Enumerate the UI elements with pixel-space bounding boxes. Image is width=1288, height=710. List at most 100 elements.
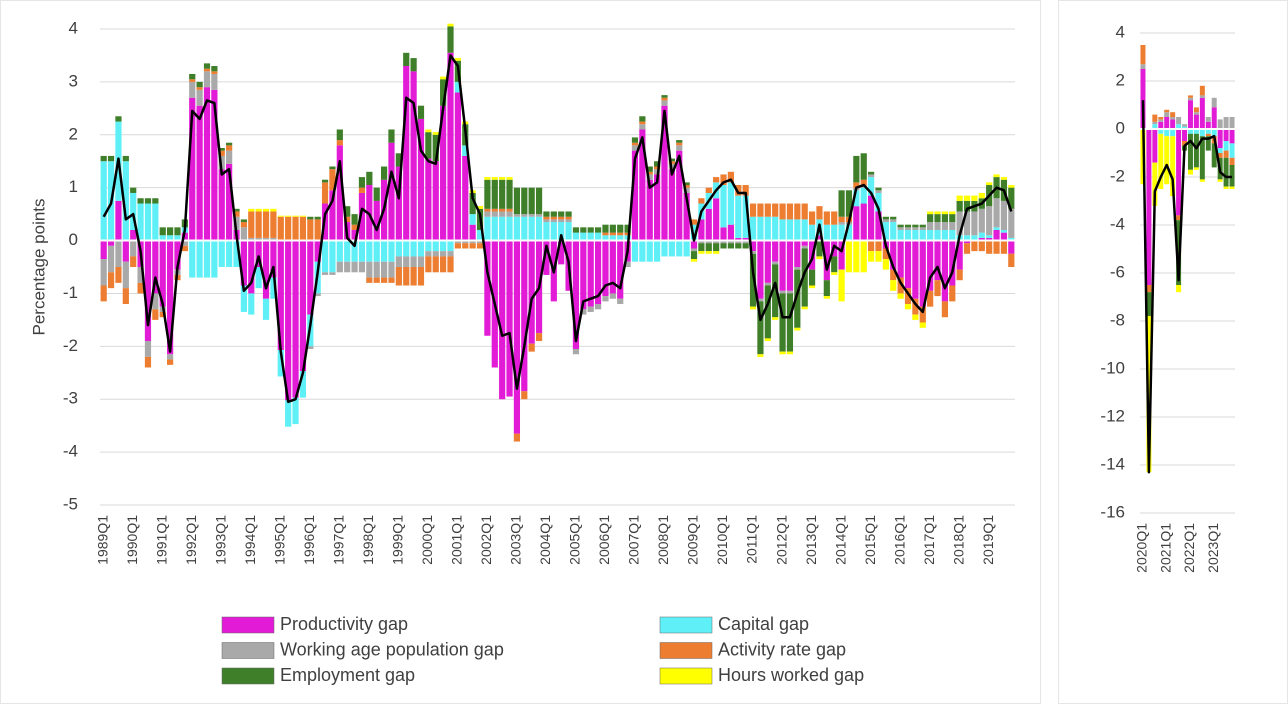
bar-segment — [654, 166, 661, 170]
bar-segment — [639, 129, 646, 241]
bar-segment — [1000, 200, 1008, 230]
bar-segment — [919, 322, 926, 328]
bar-segment — [344, 240, 351, 262]
bar-segment — [299, 215, 307, 217]
bar-segment — [956, 195, 963, 201]
bar-segment — [167, 354, 174, 360]
bar-segment — [713, 177, 720, 183]
bar-segment — [845, 224, 853, 241]
bar-segment — [749, 306, 757, 310]
bar-segment — [358, 187, 366, 193]
bar-segment — [447, 52, 454, 241]
bar-segment — [801, 248, 808, 307]
bar-segment — [417, 105, 425, 119]
bar-segment — [550, 211, 557, 217]
bar-segment — [661, 100, 668, 106]
bar-segment — [1008, 187, 1015, 209]
bar-segment — [639, 124, 646, 130]
legend-label: Activity rate gap — [718, 639, 846, 659]
bar-segment — [801, 306, 808, 310]
bar-segment — [661, 95, 668, 98]
bar-segment — [897, 229, 904, 241]
bar-segment — [1229, 165, 1235, 187]
bar-segment — [786, 293, 794, 352]
bar-segment — [720, 243, 727, 249]
bar-segment — [425, 158, 432, 241]
bar-segment — [558, 219, 565, 223]
bar-segment — [403, 66, 410, 241]
bar-segment — [307, 240, 314, 315]
y-tick-label: 1 — [69, 177, 78, 196]
bar-segment — [211, 240, 218, 278]
bar-segment — [1211, 129, 1217, 137]
bar-segment — [122, 240, 129, 262]
bar-segment — [181, 232, 188, 241]
bar-segment — [380, 277, 388, 283]
bar-segment — [491, 179, 498, 209]
bar-segment — [668, 169, 675, 241]
bar-segment — [203, 71, 211, 88]
bar-segment — [189, 240, 196, 278]
bar-segment — [528, 187, 535, 215]
bar-segment — [351, 240, 358, 262]
bar-segment — [513, 216, 521, 241]
bar-segment — [366, 240, 373, 262]
bar-segment — [122, 288, 129, 305]
bar-segment — [705, 208, 712, 241]
bar-segment — [919, 306, 926, 323]
bar-segment — [963, 200, 971, 212]
bar-segment — [218, 148, 225, 151]
bar-segment — [321, 240, 329, 273]
bar-segment — [499, 211, 506, 217]
bar-segment — [462, 240, 469, 244]
bar-segment — [380, 240, 388, 262]
bar-segment — [786, 240, 794, 291]
bar-segment — [1199, 95, 1205, 98]
bar-segment — [986, 235, 993, 238]
bar-segment — [454, 81, 461, 93]
bar-segment — [262, 208, 270, 212]
bar-segment — [661, 105, 668, 241]
bar-segment — [1187, 169, 1193, 175]
bar-segment — [890, 269, 897, 281]
bar-segment — [720, 227, 727, 241]
bar-segment — [1146, 285, 1152, 293]
bar-segment — [609, 232, 616, 236]
bar-segment — [882, 248, 889, 260]
bar-segment — [764, 216, 771, 241]
bar-segment — [144, 198, 152, 204]
bar-segment — [860, 153, 867, 180]
bar-segment — [742, 240, 749, 244]
bar-segment — [351, 214, 358, 225]
bar-segment — [779, 293, 786, 352]
bar-segment — [749, 251, 757, 254]
panel-border — [1058, 0, 1288, 704]
bar-segment — [521, 214, 528, 217]
bar-segment — [779, 351, 786, 355]
y-tick-label: -1 — [63, 283, 78, 302]
bar-segment — [410, 71, 417, 241]
bar-segment — [558, 216, 565, 220]
x-tick-label: 2003Q1 — [508, 515, 524, 565]
bar-segment — [285, 400, 292, 427]
bar-segment — [314, 219, 321, 241]
bar-segment — [262, 298, 270, 320]
bar-segment — [440, 105, 447, 241]
bar-segment — [152, 240, 159, 294]
bar-segment — [1211, 107, 1217, 129]
bar-segment — [314, 216, 321, 220]
bar-segment — [248, 293, 255, 315]
bar-segment — [631, 150, 639, 241]
bar-segment — [1170, 119, 1176, 129]
x-tick-label: 2018Q1 — [950, 515, 966, 565]
bar-segment — [1223, 117, 1229, 129]
bar-segment — [698, 251, 705, 254]
bar-segment — [845, 240, 853, 273]
bar-segment — [683, 187, 690, 193]
bar-segment — [1152, 129, 1158, 163]
bar-segment — [189, 97, 196, 241]
bar-segment — [853, 190, 860, 207]
bar-segment — [801, 240, 808, 246]
bar-segment — [211, 89, 218, 241]
bar-segment — [631, 145, 639, 151]
